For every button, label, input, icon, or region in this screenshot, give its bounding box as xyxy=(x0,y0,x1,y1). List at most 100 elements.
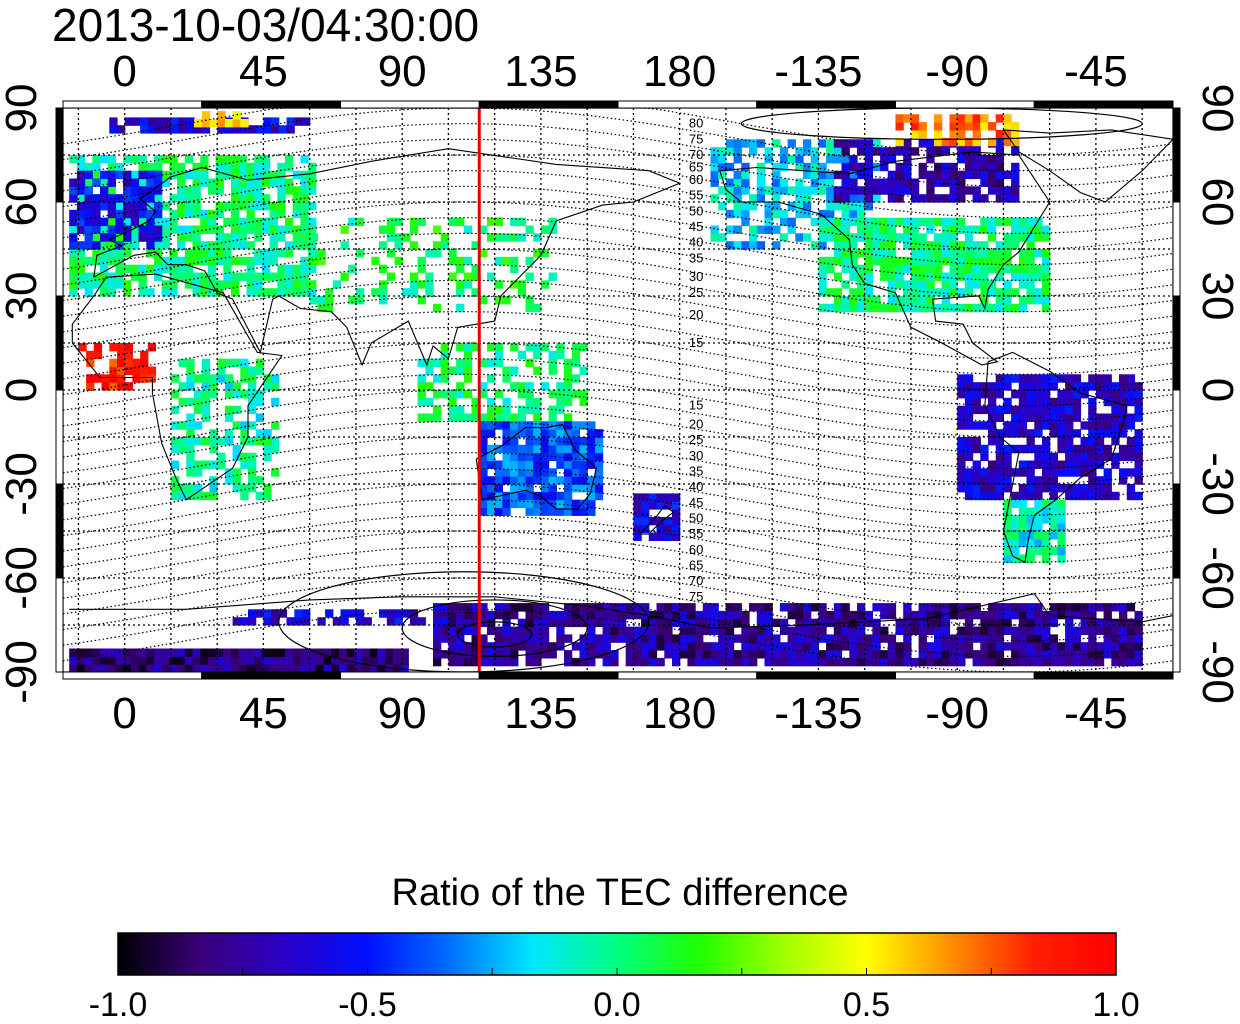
x-tick-label-bottom: 90 xyxy=(378,689,427,738)
data-pixel xyxy=(248,390,257,399)
data-pixel xyxy=(548,217,557,227)
data-pixel xyxy=(463,390,473,399)
data-pixel xyxy=(409,288,419,297)
data-pixel xyxy=(285,162,294,172)
data-pixel xyxy=(224,413,234,422)
lat-lon-grid xyxy=(63,108,1173,672)
data-pixel xyxy=(232,405,241,415)
data-pixel xyxy=(417,390,426,399)
data-pixel xyxy=(200,648,209,657)
data-pixel xyxy=(184,648,194,657)
data-pixel xyxy=(177,656,186,665)
frame-bar-right xyxy=(1172,389,1181,485)
data-pixel xyxy=(833,139,843,148)
data-pixel xyxy=(1018,507,1028,516)
data-pixel xyxy=(186,366,195,375)
data-pixel xyxy=(1049,460,1058,469)
data-pixel xyxy=(117,382,126,391)
data-pixel xyxy=(1072,650,1082,659)
contour-label: 25 xyxy=(689,285,703,300)
data-pixel xyxy=(934,634,943,643)
data-pixel xyxy=(355,249,365,258)
data-pixel xyxy=(263,429,272,438)
data-pixel xyxy=(494,476,503,485)
data-pixel xyxy=(895,170,904,180)
data-pixel xyxy=(988,468,997,477)
data-pixel xyxy=(277,280,286,289)
data-pixel xyxy=(248,484,257,493)
data-pixel xyxy=(980,626,989,635)
data-pixel xyxy=(194,405,203,415)
data-pixel xyxy=(579,650,588,659)
data-pixel xyxy=(687,603,696,612)
data-pixel xyxy=(1018,382,1028,391)
data-pixel xyxy=(69,217,78,227)
data-pixel xyxy=(261,256,271,266)
data-pixel xyxy=(725,209,735,219)
contour-line xyxy=(63,593,1173,657)
data-pixel xyxy=(169,225,178,234)
data-pixel xyxy=(123,249,132,258)
data-pixel xyxy=(1034,603,1043,612)
coastline xyxy=(475,423,598,510)
data-pixel xyxy=(184,170,194,180)
data-pixel xyxy=(648,610,658,620)
data-pixel xyxy=(494,358,503,368)
data-pixel xyxy=(934,618,943,628)
data-pixel xyxy=(779,186,789,195)
data-pixel xyxy=(456,366,465,375)
data-pixel xyxy=(1042,444,1051,454)
data-pixel xyxy=(517,642,527,651)
data-pixel xyxy=(934,122,943,131)
data-pixel xyxy=(92,217,101,227)
data-pixel xyxy=(292,272,301,281)
data-pixel xyxy=(440,626,449,635)
data-pixel xyxy=(215,162,224,172)
data-pixel xyxy=(964,264,974,274)
data-pixel xyxy=(880,217,889,227)
data-pixel xyxy=(448,217,457,227)
data-pixel xyxy=(215,664,224,672)
data-pixel xyxy=(857,217,866,227)
data-pixel xyxy=(487,444,496,454)
data-pixel xyxy=(100,202,109,211)
data-pixel xyxy=(86,358,95,368)
data-pixel xyxy=(895,626,904,635)
data-pixel xyxy=(192,162,201,172)
data-pixel xyxy=(100,194,109,203)
data-pixel xyxy=(355,617,365,626)
data-pixel xyxy=(69,648,78,657)
data-pixel xyxy=(710,657,719,667)
data-pixel xyxy=(864,155,873,164)
data-pixel xyxy=(200,249,209,258)
data-pixel xyxy=(795,209,804,219)
data-pixel xyxy=(417,280,426,289)
data-pixel xyxy=(271,421,280,430)
data-pixel xyxy=(308,288,317,297)
data-pixel xyxy=(1018,397,1028,407)
data-pixel xyxy=(254,202,263,211)
data-pixel xyxy=(980,256,989,266)
data-pixel xyxy=(803,233,812,242)
data-pixel xyxy=(1011,170,1020,180)
data-pixel xyxy=(354,664,363,672)
data-pixel xyxy=(988,225,997,234)
data-pixel xyxy=(687,642,696,651)
data-pixel xyxy=(810,650,819,659)
data-pixel xyxy=(579,499,588,509)
data-pixel xyxy=(1134,390,1143,399)
data-pixel xyxy=(1072,626,1082,635)
data-pixel xyxy=(246,178,255,187)
x-tick-label-top: -45 xyxy=(1064,47,1128,96)
data-pixel xyxy=(456,626,465,635)
data-pixel xyxy=(602,610,611,620)
data-pixel xyxy=(988,303,997,313)
data-pixel xyxy=(872,296,881,305)
data-pixel xyxy=(910,249,920,258)
data-pixel xyxy=(741,202,750,211)
data-pixel xyxy=(1026,642,1035,651)
data-pixel xyxy=(1134,476,1143,485)
data-pixel xyxy=(1065,452,1074,462)
data-pixel xyxy=(772,657,781,667)
data-pixel xyxy=(285,656,294,665)
